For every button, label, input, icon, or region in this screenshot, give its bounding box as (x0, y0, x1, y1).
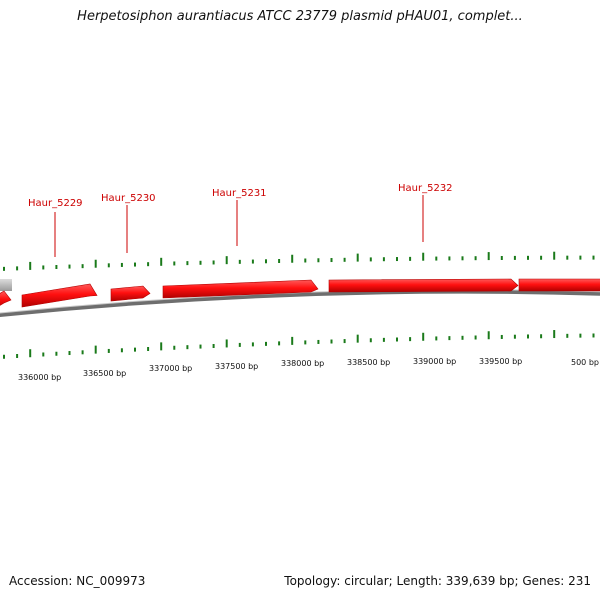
outer-tick-marks (3, 251, 595, 271)
bp-label: 339000 bp (413, 357, 456, 366)
gene-arrow (110, 285, 151, 302)
backbone-line (0, 289, 600, 318)
inner-tick-marks (3, 330, 595, 359)
gene-arrows (0, 278, 600, 308)
summary-text: Topology: circular; Length: 339,639 bp; … (284, 574, 591, 588)
bp-label: 337500 bp (215, 362, 258, 371)
bp-label: 500 bp (571, 358, 599, 367)
gene-label: Haur_5230 (101, 193, 156, 204)
gene-labels: Haur_5229 Haur_5230 Haur_5231 Haur_5232 (28, 183, 453, 257)
gene-label: Haur_5229 (28, 198, 83, 209)
gene-arrow (518, 278, 600, 292)
bp-label: 337000 bp (149, 364, 192, 373)
bp-label: 336000 bp (18, 373, 61, 382)
bp-label: 338500 bp (347, 358, 390, 367)
gene-label: Haur_5231 (212, 188, 267, 199)
gene-arrow (162, 279, 319, 299)
bp-label: 339500 bp (479, 357, 522, 366)
gene-arrow (21, 283, 98, 308)
bp-label: 336500 bp (83, 369, 126, 378)
bp-scale-labels: 336000 bp 336500 bp 337000 bp 337500 bp 3380… (18, 357, 599, 382)
bp-label: 338000 bp (281, 359, 324, 368)
map-title: Herpetosiphon aurantiacus ATCC 23779 pla… (77, 9, 523, 24)
gene-arrow (0, 290, 12, 306)
accession-text: Accession: NC_009973 (9, 574, 146, 588)
gene-arrow (328, 278, 519, 293)
gene-label: Haur_5232 (398, 183, 453, 194)
gene-segment-grey (0, 279, 12, 291)
